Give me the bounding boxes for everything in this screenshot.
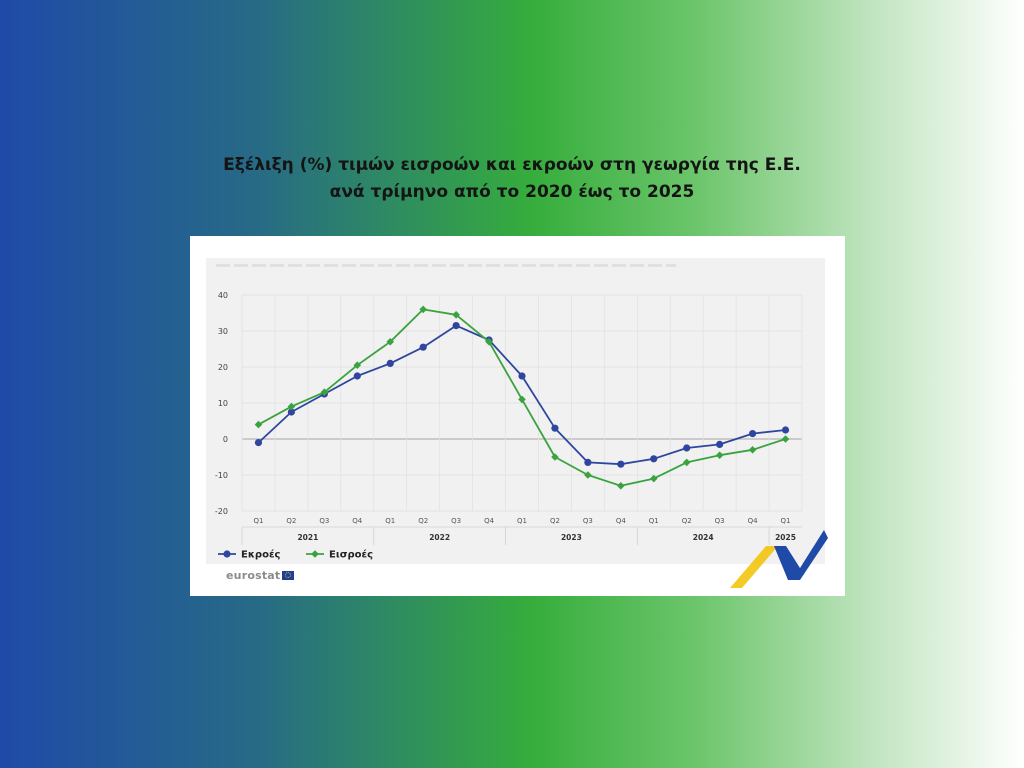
series-1-point [584, 458, 592, 466]
series-1-point [716, 440, 724, 448]
x-tick-label: Q2 [550, 517, 560, 525]
series-2-point [617, 482, 625, 490]
series-1-point [386, 359, 394, 367]
series-1-point [287, 408, 296, 416]
x-tick-label: Q1 [385, 517, 395, 525]
chart-title-line-2: ανά τρίμηνο από το 2020 έως το 2025 [329, 182, 695, 202]
brand-logo-yellow-stroke [730, 546, 778, 588]
series-1-point [353, 372, 361, 380]
series-2-point [287, 402, 296, 411]
legend-marker-2 [311, 550, 319, 558]
x-tick-label: Q3 [451, 517, 461, 525]
plot-background [206, 258, 825, 564]
series-2-point [748, 446, 757, 454]
series-1-point [518, 372, 526, 380]
line-chart: 40 30 20 10 0 -10 -20 Q1 Q2 Q3 Q4 Q1 Q2 Q3 Q4 Q1 Q2 Q3 Q4 Q… [215, 291, 803, 561]
series-2-point [320, 388, 329, 396]
series-2-point [715, 451, 724, 459]
series-1-point [683, 444, 691, 452]
y-tick-label: -10 [215, 471, 228, 480]
series-1-point [419, 343, 427, 351]
year-label: 2025 [775, 533, 796, 542]
series-2-point [518, 395, 526, 404]
series-1-point [617, 460, 625, 468]
x-tick-label: Q4 [748, 517, 759, 525]
series-2-point [551, 453, 559, 461]
legend-marker-1 [223, 550, 231, 558]
series-1-point [748, 430, 757, 438]
series-2-point [682, 458, 691, 467]
y-tick-label: 0 [223, 435, 228, 444]
series-1-point [551, 424, 559, 432]
year-label: 2024 [693, 533, 714, 542]
chart-title-line-1: Εξέλιξη (%) τιμών εισροών και εκροών στη… [223, 155, 801, 175]
year-label: 2022 [429, 533, 450, 542]
brand-logo-blue-stroke [774, 530, 828, 580]
x-tick-label: Q1 [517, 517, 527, 525]
series-1-point [254, 439, 263, 447]
brand-logo-icon [730, 530, 828, 588]
series-2-point [649, 474, 658, 483]
y-tick-label: 10 [218, 399, 228, 408]
x-tick-label: Q1 [253, 517, 263, 525]
x-tick-label: Q1 [649, 517, 659, 525]
series-2-point [584, 471, 592, 479]
legend-label-2: Εισροές [329, 549, 373, 561]
chart-title: Εξέλιξη (%) τιμών εισροών και εκροών στη… [0, 152, 1024, 206]
series-1-point [781, 426, 790, 434]
year-label: 2021 [297, 533, 318, 542]
series-1-point [650, 455, 658, 463]
x-tick-label: Q3 [583, 517, 593, 525]
x-tick-label: Q4 [616, 517, 627, 525]
x-tick-label: Q4 [484, 517, 495, 525]
x-tick-label: Q4 [352, 517, 363, 525]
series-2-point [353, 361, 362, 369]
y-tick-label: -20 [215, 507, 228, 516]
year-label: 2023 [561, 533, 582, 542]
eurostat-logo-text: eurostat [226, 569, 281, 582]
x-tick-label: Q1 [781, 517, 791, 525]
chart-card: 40 30 20 10 0 -10 -20 Q1 Q2 Q3 Q4 Q1 Q2 Q3 Q4 Q1 Q2 Q3 Q4 Q… [190, 236, 845, 596]
series-2-point [254, 420, 263, 429]
x-tick-label: Q2 [418, 517, 428, 525]
x-tick-label: Q2 [682, 517, 692, 525]
eu-flag-icon [282, 570, 295, 580]
y-tick-label: 20 [218, 363, 228, 372]
series-1-point [452, 322, 460, 330]
series-line-1 [257, 324, 786, 466]
x-tick-label: Q3 [319, 517, 329, 525]
y-tick-label: 30 [218, 327, 228, 336]
x-tick-label: Q2 [286, 517, 296, 525]
y-tick-label: 40 [218, 291, 228, 300]
series-2-point [781, 435, 790, 443]
legend-label-1: Εκροές [241, 549, 281, 561]
x-tick-label: Q3 [715, 517, 725, 525]
eurostat-logo: eurostat [226, 569, 295, 582]
